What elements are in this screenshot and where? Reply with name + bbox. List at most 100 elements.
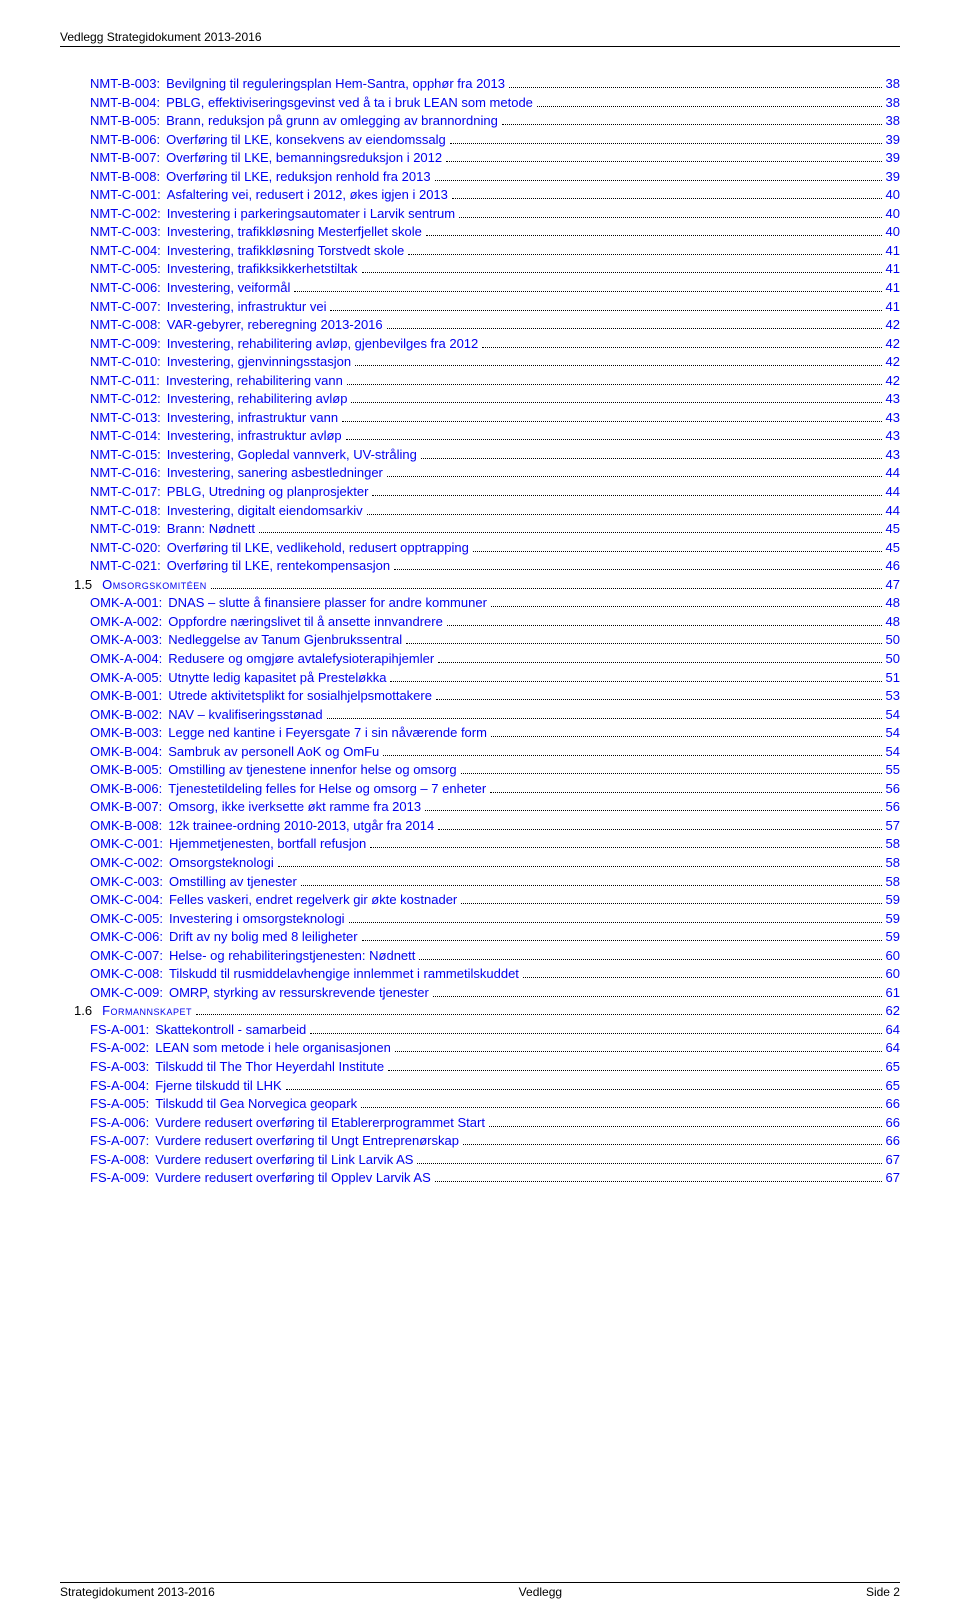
toc-label-link[interactable]: Tjenestetildeling felles for Helse og om…: [168, 780, 486, 798]
toc-code-link[interactable]: NMT-C-003:: [90, 223, 167, 241]
toc-page-link[interactable]: 57: [886, 817, 900, 835]
toc-label-link[interactable]: Skattekontroll - samarbeid: [155, 1021, 306, 1039]
toc-code-link[interactable]: OMK-B-008:: [90, 817, 168, 835]
toc-page-link[interactable]: 38: [886, 75, 900, 93]
toc-code-link[interactable]: OMK-B-001:: [90, 687, 168, 705]
toc-label-link[interactable]: Investering, gjenvinningsstasjon: [167, 353, 351, 371]
toc-page-link[interactable]: 45: [886, 539, 900, 557]
toc-page-link[interactable]: 44: [886, 502, 900, 520]
toc-code-link[interactable]: NMT-B-007:: [90, 149, 166, 167]
toc-code-link[interactable]: OMK-C-009:: [90, 984, 169, 1002]
toc-code-link[interactable]: FS-A-006:: [90, 1114, 155, 1132]
toc-page-link[interactable]: 59: [886, 910, 900, 928]
toc-page-link[interactable]: 48: [886, 594, 900, 612]
toc-page-link[interactable]: 53: [886, 687, 900, 705]
toc-section-link[interactable]: Omsorgskomitéen: [102, 576, 207, 594]
toc-label-link[interactable]: Sambruk av personell AoK og OmFu: [168, 743, 379, 761]
toc-page-link[interactable]: 58: [886, 873, 900, 891]
toc-code-link[interactable]: OMK-C-004:: [90, 891, 169, 909]
toc-label-link[interactable]: Overføring til LKE, reduksjon renhold fr…: [166, 168, 430, 186]
toc-page-link[interactable]: 43: [886, 390, 900, 408]
toc-page-link[interactable]: 48: [886, 613, 900, 631]
toc-label-link[interactable]: Investering, trafikkløsning Torstvedt sk…: [167, 242, 404, 260]
toc-page-link[interactable]: 54: [886, 706, 900, 724]
toc-section-link[interactable]: Formannskapet: [102, 1002, 192, 1020]
toc-code-link[interactable]: NMT-C-011:: [90, 372, 166, 390]
toc-page-link[interactable]: 56: [886, 780, 900, 798]
toc-page-link[interactable]: 54: [886, 743, 900, 761]
toc-label-link[interactable]: Bevilgning til reguleringsplan Hem-Santr…: [166, 75, 505, 93]
toc-page-link[interactable]: 41: [886, 279, 900, 297]
toc-label-link[interactable]: Omstilling av tjenester: [169, 873, 297, 891]
toc-label-link[interactable]: Helse- og rehabiliteringstjenesten: Nødn…: [169, 947, 415, 965]
toc-label-link[interactable]: Tilskudd til rusmiddelavhengige innlemme…: [169, 965, 519, 983]
toc-code-link[interactable]: OMK-C-003:: [90, 873, 169, 891]
toc-label-link[interactable]: Brann: Nødnett: [167, 520, 255, 538]
toc-code-link[interactable]: FS-A-008:: [90, 1151, 155, 1169]
toc-label-link[interactable]: Investering, Gopledal vannverk, UV-strål…: [167, 446, 417, 464]
toc-code-link[interactable]: NMT-C-016:: [90, 464, 167, 482]
toc-page-link[interactable]: 43: [886, 409, 900, 427]
toc-code-link[interactable]: OMK-C-006:: [90, 928, 169, 946]
toc-label-link[interactable]: Legge ned kantine i Feyersgate 7 i sin n…: [168, 724, 487, 742]
toc-label-link[interactable]: Investering i omsorgsteknologi: [169, 910, 345, 928]
toc-code-link[interactable]: OMK-B-004:: [90, 743, 168, 761]
toc-label-link[interactable]: Overføring til LKE, konsekvens av eiendo…: [166, 131, 446, 149]
toc-page-link[interactable]: 40: [886, 186, 900, 204]
toc-code-link[interactable]: NMT-C-010:: [90, 353, 167, 371]
toc-code-link[interactable]: NMT-C-015:: [90, 446, 167, 464]
toc-page-link[interactable]: 65: [886, 1058, 900, 1076]
toc-page-link[interactable]: 39: [886, 149, 900, 167]
toc-code-link[interactable]: NMT-C-001:: [90, 186, 167, 204]
toc-page-link[interactable]: 43: [886, 446, 900, 464]
toc-page-link[interactable]: 40: [886, 205, 900, 223]
toc-label-link[interactable]: Oppfordre næringslivet til å ansette inn…: [168, 613, 443, 631]
toc-code-link[interactable]: NMT-C-012:: [90, 390, 167, 408]
toc-page-link[interactable]: 54: [886, 724, 900, 742]
toc-code-link[interactable]: OMK-C-007:: [90, 947, 169, 965]
toc-label-link[interactable]: Investering, infrastruktur avløp: [167, 427, 342, 445]
toc-code-link[interactable]: FS-A-007:: [90, 1132, 155, 1150]
toc-code-link[interactable]: FS-A-005:: [90, 1095, 155, 1113]
toc-page-link[interactable]: 47: [886, 576, 900, 594]
toc-page-link[interactable]: 60: [886, 947, 900, 965]
toc-label-link[interactable]: Drift av ny bolig med 8 leiligheter: [169, 928, 358, 946]
toc-label-link[interactable]: Felles vaskeri, endret regelverk gir økt…: [169, 891, 457, 909]
toc-label-link[interactable]: 12k trainee-ordning 2010-2013, utgår fra…: [168, 817, 434, 835]
toc-page-link[interactable]: 42: [886, 372, 900, 390]
toc-label-link[interactable]: Asfaltering vei, redusert i 2012, økes i…: [167, 186, 448, 204]
toc-page-link[interactable]: 58: [886, 835, 900, 853]
toc-code-link[interactable]: OMK-B-003:: [90, 724, 168, 742]
toc-label-link[interactable]: Utrede aktivitetsplikt for sosialhjelpsm…: [168, 687, 432, 705]
toc-code-link[interactable]: FS-A-009:: [90, 1169, 155, 1187]
toc-page-link[interactable]: 41: [886, 260, 900, 278]
toc-label-link[interactable]: OMRP, styrking av ressurskrevende tjenes…: [169, 984, 429, 1002]
toc-code-link[interactable]: NMT-C-014:: [90, 427, 167, 445]
toc-code-link[interactable]: NMT-C-017:: [90, 483, 167, 501]
toc-code-link[interactable]: NMT-C-004:: [90, 242, 167, 260]
toc-page-link[interactable]: 46: [886, 557, 900, 575]
toc-page-link[interactable]: 45: [886, 520, 900, 538]
toc-label-link[interactable]: Vurdere redusert overføring til Ungt Ent…: [155, 1132, 459, 1150]
toc-label-link[interactable]: Investering, rehabilitering avløp: [167, 390, 348, 408]
toc-page-link[interactable]: 67: [886, 1151, 900, 1169]
toc-page-link[interactable]: 41: [886, 298, 900, 316]
toc-label-link[interactable]: Investering, trafikksikkerhetstiltak: [167, 260, 358, 278]
toc-label-link[interactable]: Investering, infrastruktur vann: [167, 409, 338, 427]
toc-label-link[interactable]: Investering i parkeringsautomater i Larv…: [167, 205, 455, 223]
toc-label-link[interactable]: Vurdere redusert overføring til Opplev L…: [155, 1169, 431, 1187]
toc-label-link[interactable]: Nedleggelse av Tanum Gjenbrukssentral: [168, 631, 402, 649]
toc-page-link[interactable]: 60: [886, 965, 900, 983]
toc-label-link[interactable]: DNAS – slutte å finansiere plasser for a…: [168, 594, 487, 612]
toc-label-link[interactable]: Investering, rehabilitering vann: [166, 372, 343, 390]
toc-label-link[interactable]: Fjerne tilskudd til LHK: [155, 1077, 281, 1095]
toc-page-link[interactable]: 38: [886, 94, 900, 112]
toc-label-link[interactable]: PBLG, effektiviseringsgevinst ved å ta i…: [166, 94, 533, 112]
toc-code-link[interactable]: FS-A-001:: [90, 1021, 155, 1039]
toc-label-link[interactable]: Redusere og omgjøre avtalefysioterapihje…: [168, 650, 434, 668]
toc-code-link[interactable]: NMT-B-006:: [90, 131, 166, 149]
toc-page-link[interactable]: 44: [886, 483, 900, 501]
toc-code-link[interactable]: NMT-C-006:: [90, 279, 167, 297]
toc-page-link[interactable]: 62: [886, 1002, 900, 1020]
toc-code-link[interactable]: FS-A-004:: [90, 1077, 155, 1095]
